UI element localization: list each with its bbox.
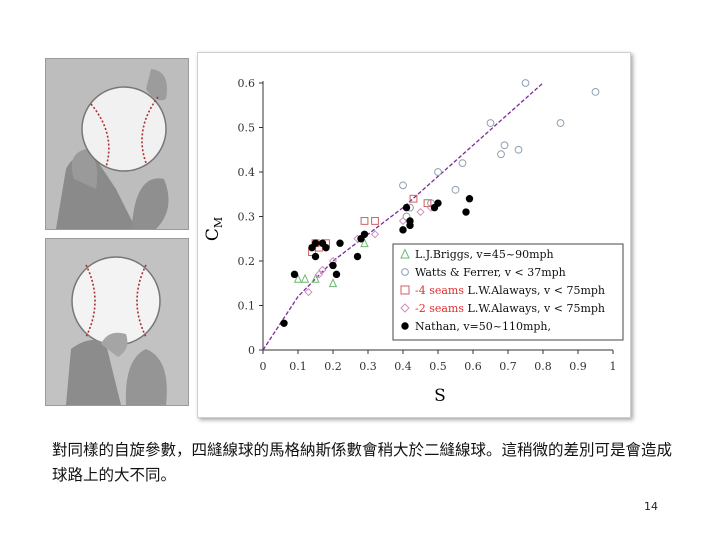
data-point-series-4	[329, 261, 337, 270]
legend-entry-highlight: -4 seams	[415, 284, 464, 297]
data-point-series-1	[497, 150, 505, 159]
data-point-series-1	[399, 181, 407, 190]
data-point-series-3	[304, 288, 313, 297]
data-point-series-3	[370, 230, 380, 239]
x-tick-label: 1	[610, 360, 617, 373]
data-point-series-4	[462, 208, 470, 216]
legend-box	[392, 243, 624, 341]
data-point-series-4	[406, 217, 414, 225]
legend-marker	[400, 303, 410, 313]
data-point-series-4	[290, 270, 299, 279]
data-point-series-3	[416, 207, 425, 217]
data-point-series-1	[451, 185, 460, 194]
x-tick-label: 0.6	[464, 360, 482, 373]
x-tick-label: 0.1	[289, 360, 307, 373]
data-point-series-4	[336, 239, 344, 247]
x-tick-label: 0.7	[499, 360, 517, 373]
data-point-series-4	[402, 203, 411, 212]
x-tick-label: 0.8	[534, 360, 552, 373]
data-point-series-1	[514, 145, 523, 154]
x-tick-label: 0.5	[429, 360, 447, 373]
data-point-series-1	[434, 168, 442, 176]
data-point-series-4	[280, 319, 288, 327]
baseball-two-seam-grip-photo	[46, 239, 188, 405]
legend-entry-text: Nathan, v=50~110mph,	[415, 320, 551, 333]
legend-entry: L.J.Briggs, v=45~90mph	[415, 248, 554, 261]
chart-legend: L.J.Briggs, v=45~90mph Watts & Ferrer, v …	[392, 243, 624, 341]
magnus-coefficient-chart: 0 0.1 0.2 0.3 0.4 0.5 0.6 0.7 0.8 0.9 1 0 0.1 0.2 0.3 0…	[197, 52, 631, 418]
legend-entry-text: L.J.Briggs, v=45~90mph	[415, 248, 554, 261]
chart-svg: 0 0.1 0.2 0.3 0.4 0.5 0.6 0.7 0.8 0.9 1 0 0.1 0.2 0.3 0…	[203, 77, 624, 406]
y-tick-label: 0.3	[238, 211, 256, 224]
data-point-series-1	[556, 119, 565, 127]
caption-text: 對同樣的自旋參數，四縫線球的馬格納斯係數會稍大於二縫線球。這稍微的差別可是會造成…	[52, 441, 673, 484]
legend-entry: Nathan, v=50~110mph,	[415, 320, 551, 333]
data-points	[280, 79, 600, 327]
chart-ticks: 0 0.1 0.2 0.3 0.4 0.5 0.6 0.7 0.8 0.9 1 0 0.1 0.2 0.3 0…	[238, 77, 617, 373]
y-tick-label: 0.5	[238, 122, 256, 135]
legend-entry-highlight: -2 seams	[415, 302, 464, 315]
legend-entry: Watts & Ferrer, v < 37mph	[415, 266, 566, 279]
y-axis-label-main: C	[203, 228, 223, 241]
data-point-series-3	[398, 216, 408, 226]
y-tick-label: 0	[248, 344, 255, 357]
x-axis-label: S	[434, 386, 446, 406]
data-point-series-0	[293, 273, 303, 283]
x-tick-label: 0	[260, 360, 267, 373]
data-point-series-4	[360, 230, 369, 239]
y-axis-label: CM	[203, 217, 225, 241]
data-point-series-0	[360, 238, 369, 248]
legend-marker	[400, 285, 410, 295]
data-point-series-4	[399, 226, 407, 234]
legend-marker	[400, 248, 410, 259]
y-tick-label: 0.6	[238, 77, 256, 90]
x-tick-label: 0.3	[359, 360, 377, 373]
x-tick-label: 0.4	[394, 360, 412, 373]
legend-marker	[401, 322, 409, 330]
legend-entry-text: Watts & Ferrer, v < 37mph	[415, 266, 566, 279]
legend-entry: -2 seams L.W.Alaways, v < 75mph	[415, 302, 605, 315]
data-point-series-4	[434, 199, 442, 207]
data-point-series-2	[409, 194, 418, 203]
y-tick-label: 0.4	[238, 166, 256, 179]
x-tick-label: 0.9	[569, 360, 587, 373]
x-tick-label: 0.2	[324, 360, 342, 373]
data-point-series-1	[500, 141, 509, 150]
data-point-series-3	[314, 270, 324, 279]
baseball-four-seam-grip-photo	[46, 59, 188, 229]
two-seam-grip-photo	[45, 238, 189, 406]
data-point-series-4	[332, 270, 341, 279]
legend-entry-text: L.W.Alaways, v < 75mph	[464, 284, 605, 297]
data-point-series-2	[371, 217, 379, 225]
data-point-series-2	[423, 199, 432, 208]
data-point-series-1	[486, 119, 495, 127]
y-tick-label: 0.1	[238, 300, 256, 313]
legend-entry: -4 seams L.W.Alaways, v < 75mph	[415, 284, 605, 297]
data-point-series-1	[591, 88, 600, 96]
y-tick-label: 0.2	[238, 255, 256, 268]
data-point-series-1	[458, 159, 467, 167]
data-point-series-0	[328, 278, 338, 288]
y-axis-label-subscript: M	[212, 217, 225, 228]
data-point-series-1	[521, 79, 530, 87]
page-number: 14	[644, 500, 658, 513]
data-point-series-0	[311, 273, 320, 283]
data-point-series-4	[311, 252, 320, 261]
data-point-series-4	[311, 239, 320, 247]
legend-marker	[401, 268, 409, 276]
data-point-series-2	[360, 217, 369, 225]
four-seam-grip-photo	[45, 58, 189, 230]
data-point-series-4	[465, 195, 474, 203]
data-point-series-4	[353, 252, 362, 261]
legend-entry-text: L.W.Alaways, v < 75mph	[464, 302, 605, 315]
data-point-series-0	[300, 273, 310, 283]
data-point-series-4	[322, 243, 330, 252]
data-point-series-3	[318, 265, 327, 275]
